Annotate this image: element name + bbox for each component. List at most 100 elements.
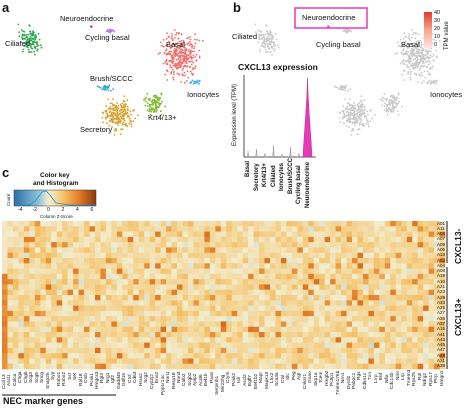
- heatmap-cell: [335, 316, 342, 322]
- heatmap-cell: [401, 363, 408, 370]
- heatmap-column-label: Agt: [297, 372, 303, 380]
- heatmap-cell: [237, 363, 243, 370]
- heatmap-cell: [138, 231, 145, 238]
- umap-a-point: [169, 66, 172, 68]
- heatmap-cell: [209, 305, 216, 312]
- umap-a-point: [171, 33, 173, 35]
- umap-a-point: [186, 65, 189, 67]
- heatmap-cell: [335, 295, 342, 301]
- heatmap-cell: [204, 337, 211, 343]
- heatmap-cell: [89, 310, 96, 317]
- heatmap-cell: [111, 347, 118, 354]
- heatmap-cell: [384, 337, 391, 343]
- heatmap-cell: [193, 284, 200, 291]
- umap-a-point: [179, 56, 182, 59]
- heatmap-cell: [116, 337, 123, 343]
- heatmap-cell: [253, 236, 260, 243]
- heatmap-cell: [111, 342, 118, 349]
- heatmap-cell: [264, 236, 271, 243]
- umap-a-point: [136, 114, 139, 117]
- heatmap-cell: [29, 284, 36, 291]
- heatmap-cell: [12, 279, 19, 285]
- heatmap-cell: [269, 332, 276, 338]
- umap-a-point: [176, 46, 179, 49]
- heatmap-cell: [155, 263, 161, 269]
- heatmap-cell: [390, 321, 397, 328]
- heatmap-cell: [379, 268, 386, 275]
- heatmap-cell: [105, 321, 112, 328]
- heatmap-cell: [23, 300, 30, 306]
- heatmap-cell: [209, 295, 216, 301]
- heatmap-cell: [89, 268, 96, 275]
- heatmap-cell: [89, 295, 96, 301]
- heatmap-cell: [182, 289, 189, 296]
- heatmap-cell: [275, 342, 282, 349]
- heatmap-column-label: Eef1b: [204, 373, 210, 386]
- heatmap-cell: [51, 321, 57, 328]
- heatmap-cell: [51, 342, 57, 349]
- heatmap-cell: [144, 300, 150, 306]
- heatmap-cell: [187, 342, 194, 349]
- heatmap-cell: [94, 353, 101, 359]
- heatmap-cell: [94, 316, 101, 322]
- heatmap-column-label: Rps17: [428, 372, 434, 386]
- heatmap-cell: [341, 221, 347, 227]
- heatmap-cell: [291, 353, 298, 359]
- heatmap-cell: [275, 316, 282, 322]
- umap-a-point: [172, 64, 175, 67]
- heatmap-cell: [23, 316, 30, 322]
- heatmap-cell: [144, 305, 150, 312]
- heatmap-cell: [428, 358, 435, 365]
- umap-a-point: [201, 40, 204, 42]
- heatmap-cell: [286, 289, 293, 296]
- heatmap-cell: [160, 332, 167, 338]
- umap-a-point: [39, 44, 42, 47]
- heatmap-cell: [18, 353, 25, 359]
- heatmap-cell: [12, 337, 19, 343]
- heatmap-cell: [116, 258, 123, 264]
- umap-a-point: [111, 102, 113, 105]
- heatmap-cell: [193, 332, 200, 338]
- heatmap-cell: [166, 273, 172, 280]
- heatmap-cell: [269, 342, 276, 349]
- heatmap-cell: [138, 252, 145, 259]
- heatmap-cell: [204, 236, 211, 243]
- heatmap-cell: [368, 289, 375, 296]
- heatmap-cell: [357, 268, 364, 275]
- heatmap-cell: [280, 321, 287, 328]
- heatmap-cell: [56, 247, 63, 254]
- heatmap-cell: [362, 316, 369, 322]
- heatmap-cell: [94, 258, 101, 264]
- heatmap-cell: [308, 226, 315, 232]
- heatmap-cell: [286, 295, 293, 301]
- heatmap-cell: [275, 279, 282, 285]
- heatmap-cell: [171, 231, 178, 238]
- heatmap-cell: [45, 342, 52, 349]
- heatmap-cell: [330, 247, 336, 254]
- heatmap-cell: [149, 305, 156, 312]
- umap-a-point: [38, 38, 41, 41]
- heatmap-cell: [160, 258, 167, 264]
- heatmap-cell: [111, 263, 118, 269]
- heatmap-cell: [423, 363, 429, 370]
- umap-a-point: [29, 36, 32, 38]
- heatmap-cell: [253, 263, 260, 269]
- heatmap-cell: [2, 310, 8, 317]
- heatmap-cell: [34, 252, 41, 259]
- heatmap-cell: [302, 347, 309, 354]
- heatmap-cell: [417, 300, 424, 306]
- umap-a-point: [195, 59, 198, 62]
- umap-a-point: [25, 34, 27, 36]
- heatmap-cell: [187, 295, 194, 301]
- heatmap-cell: [127, 347, 134, 354]
- heatmap-column-label: Calb2: [182, 373, 188, 386]
- heatmap-cell: [149, 236, 156, 243]
- heatmap-cell: [23, 252, 30, 259]
- umap-a-point: [170, 55, 173, 57]
- heatmap-cell: [269, 242, 276, 248]
- umap-a-point: [184, 49, 187, 52]
- umap-a-point: [114, 114, 116, 117]
- heatmap-cell: [308, 358, 315, 365]
- heatmap-cell: [253, 316, 260, 322]
- heatmap-cell: [45, 300, 52, 306]
